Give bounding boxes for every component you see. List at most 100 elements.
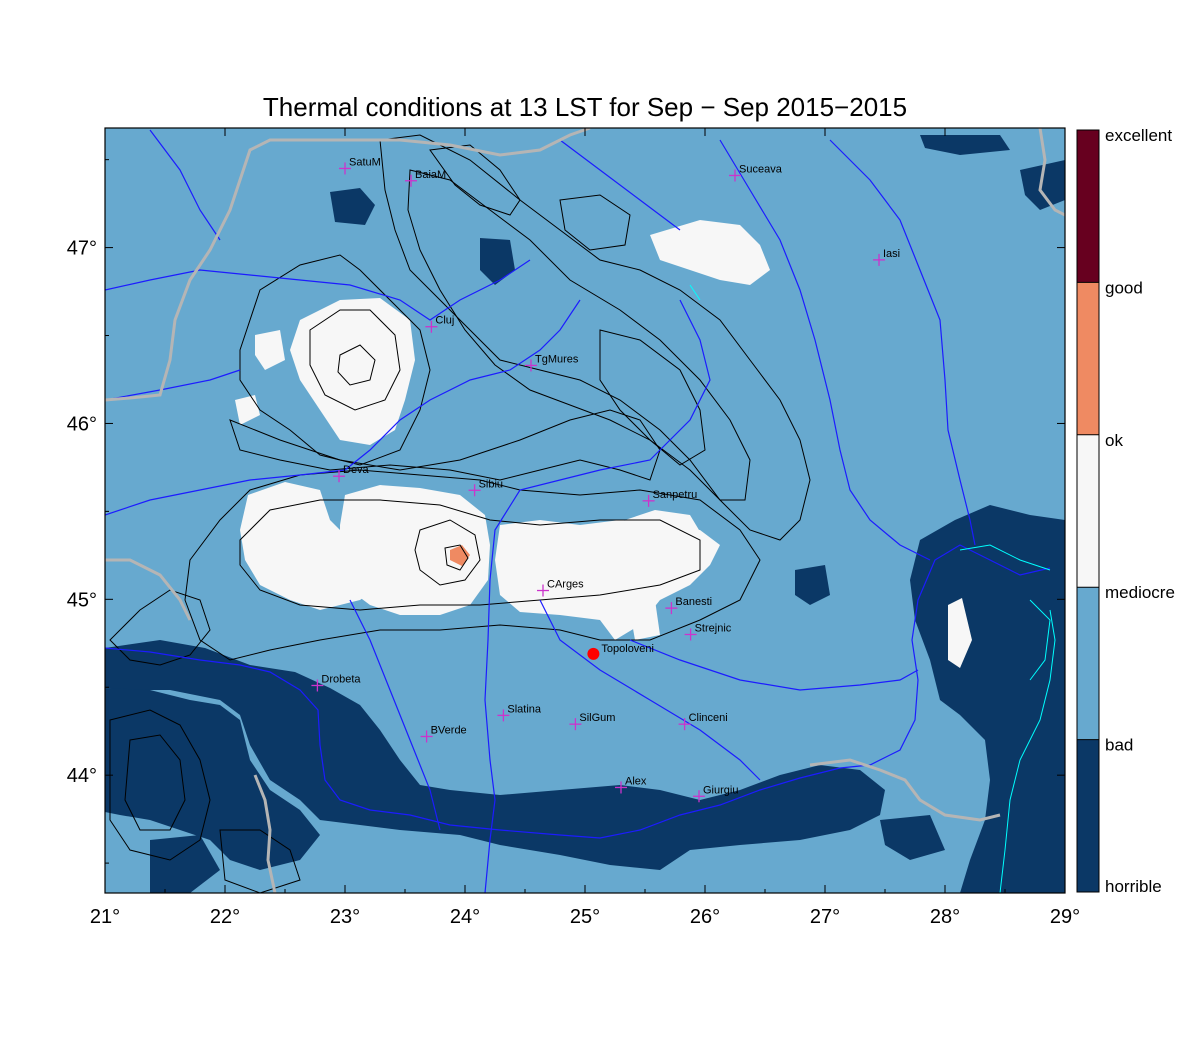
station-slatina: Slatina [497, 703, 542, 722]
contour-apuseni-outer [239, 254, 431, 466]
station-label: Sanpetru [653, 489, 698, 501]
station-label: CArges [547, 579, 584, 591]
station-label: Iasi [883, 248, 900, 260]
station-sanpetru: Sanpetru [642, 489, 698, 507]
longitude-axis: 21° 22° 23° 24° 25° 26° 27° 28° 29° [90, 128, 1080, 928]
lake-danube-delta [959, 544, 1051, 571]
contour-eastern-carp-inner [599, 329, 706, 466]
horrible-zone-northeast [920, 135, 1010, 155]
station-label: BVerde [431, 724, 467, 736]
border-northwest [105, 128, 591, 402]
station-alex: Alex [615, 775, 647, 794]
contour-transylvania [229, 409, 661, 481]
legend-label-horrible: horrible [1105, 877, 1162, 896]
border-northeast [1038, 128, 1065, 217]
contour-southwest-1 [109, 709, 211, 861]
legend-frame [1076, 129, 1100, 893]
legend-swatch-mediocre [1077, 587, 1099, 740]
river-prut [829, 139, 976, 546]
contour-southwest-2 [124, 734, 186, 831]
river-jiu [349, 599, 441, 831]
station-banesti: Banesti [665, 596, 712, 615]
legend-label-good: good [1105, 278, 1143, 297]
legend-swatch-good [1077, 282, 1099, 435]
station-carges: CArges [537, 579, 584, 597]
station-satum: SatuM [339, 156, 381, 175]
lat-tick-label: 46° [67, 413, 97, 435]
lon-tick-label: 24° [450, 906, 480, 928]
mediocre-zone-apuseni [290, 298, 415, 445]
border-south [809, 758, 1001, 822]
color-legend: excellent good ok mediocre bad horrible [1076, 126, 1175, 896]
mediocre-zone-bucegi [625, 510, 705, 570]
map-title: Thermal conditions at 13 LST for Sep − S… [262, 92, 908, 122]
horrible-zone-dobrogea [910, 505, 1065, 893]
contour-fagaras-core [414, 519, 481, 586]
mediocre-zone-hunedoara [235, 395, 260, 425]
station-bverde: BVerde [420, 724, 467, 743]
mediocre-zone-apuseni-west [255, 330, 285, 370]
station-label: SatuM [349, 156, 381, 168]
contour-eastern-carp-mid [407, 169, 751, 501]
lake-razim [1029, 599, 1051, 681]
border-west [105, 558, 192, 621]
station-label: Drobeta [321, 673, 361, 685]
station-label: TgMures [535, 353, 579, 365]
station-label: Banesti [675, 596, 712, 608]
station-label: Suceava [739, 163, 783, 175]
river-north-tributary [149, 129, 221, 241]
station-baiam: BaiaM [405, 169, 446, 187]
highlight-dot [587, 647, 600, 660]
river-siret [719, 139, 931, 561]
station-markers: SatuM BaiaM Suceava Iasi Cluj TgMures Deva Sibi… [311, 156, 900, 803]
station-giurgiu: Giurgiu [693, 784, 738, 803]
legend-label-bad: bad [1105, 736, 1133, 755]
contour-north-2 [559, 194, 631, 251]
lon-tick-label: 26° [690, 906, 720, 928]
lon-tick-label: 23° [330, 906, 360, 928]
station-label: Deva [343, 464, 370, 476]
coastline-black-sea [999, 609, 1056, 893]
lon-tick-label: 27° [810, 906, 840, 928]
contour-southwest-3 [219, 829, 301, 893]
horrible-zone-buzau [795, 565, 830, 605]
highlight-label: Topoloveni [601, 643, 654, 655]
river-crisul [105, 369, 241, 401]
horrible-zone-north [480, 238, 515, 285]
legend-label-mediocre: mediocre [1105, 583, 1175, 602]
contour-southern-carp-mid [239, 499, 701, 611]
mediocre-zone-banesti [628, 600, 660, 640]
legend-label-ok: ok [1105, 431, 1123, 450]
lon-tick-label: 22° [210, 906, 240, 928]
station-strejnic: Strejnic [684, 622, 732, 641]
station-label: Clinceni [689, 712, 728, 724]
latitude-axis: 44° 45° 46° 47° [67, 159, 1065, 864]
mediocre-zone-eastern-carp [650, 220, 770, 285]
horrible-zone-west-plain [105, 688, 320, 870]
lon-tick-label: 25° [570, 906, 600, 928]
river-ialomita [629, 639, 919, 691]
ok-zone-fagaras [450, 545, 470, 566]
river-mures [105, 299, 581, 516]
lat-tick-label: 44° [67, 765, 97, 787]
horrible-zone-bucovina [1020, 160, 1065, 210]
lon-tick-label: 21° [90, 906, 120, 928]
border-serbia [253, 774, 277, 893]
lakes-and-coast [689, 284, 1056, 893]
mediocre-zone-dobrogea [948, 598, 972, 668]
elevation-contours [109, 134, 811, 893]
station-cluj: Cluj [425, 315, 454, 333]
river-somes [105, 259, 531, 321]
station-label: Giurgiu [703, 784, 738, 796]
lon-tick-label: 28° [930, 906, 960, 928]
station-iasi: Iasi [873, 248, 900, 266]
horrible-zone-southwest [150, 835, 220, 893]
lat-tick-label: 45° [67, 589, 97, 611]
country-borders [105, 128, 1065, 893]
lake-north [689, 284, 701, 301]
river-olt [484, 299, 711, 893]
station-drobeta: Drobeta [311, 673, 361, 692]
river-arges [539, 599, 761, 781]
legend-label-excellent: excellent [1105, 126, 1172, 145]
